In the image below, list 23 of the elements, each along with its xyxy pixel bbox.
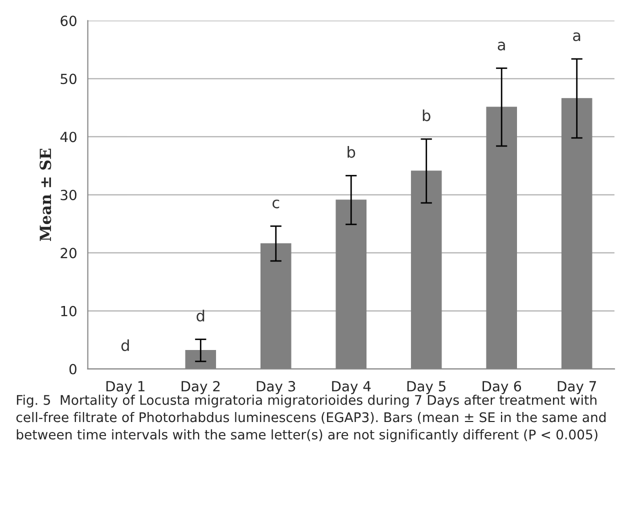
x-tick-label: Day 2 (182, 380, 220, 394)
y-tick-label: 20 (60, 248, 76, 258)
caption: Fig. 5 Mortality of Locusta migratoria migratorioides during 7 Days after treatment with cell-free filtrate of Photorhabdus luminescens (EGAP3). Bars (mean ± SE in the same and between time intervals with the same letter(s) are not significantly different (P < 0.005) (16, 394, 606, 442)
x-tick-label: Day 4 (332, 381, 371, 394)
y-tick-label: 60 (60, 16, 76, 26)
annotation: c (272, 200, 280, 208)
annotation: a (573, 32, 580, 42)
x-tick-label: Day 7 (558, 381, 596, 394)
y-tick-label: 0 (69, 364, 76, 374)
x-tick-label: Day 1 (106, 381, 144, 394)
x-tick-label: Day 3 (256, 380, 296, 394)
y-tick-label: 40 (60, 132, 76, 142)
y-tick-label: 10 (61, 306, 76, 316)
y-axis-title: Mean ± SE (40, 148, 52, 242)
annotation: b (348, 146, 356, 158)
y-tick-label: 30 (60, 190, 76, 200)
annotation: d (121, 339, 129, 352)
annotation: b (422, 109, 430, 122)
x-tick-label: Day 5 (407, 381, 446, 394)
annotation: d (196, 310, 204, 322)
x-tick-label: Day 6 (482, 380, 522, 394)
y-tick-label: 50 (60, 74, 76, 84)
annotation: a (498, 42, 505, 50)
